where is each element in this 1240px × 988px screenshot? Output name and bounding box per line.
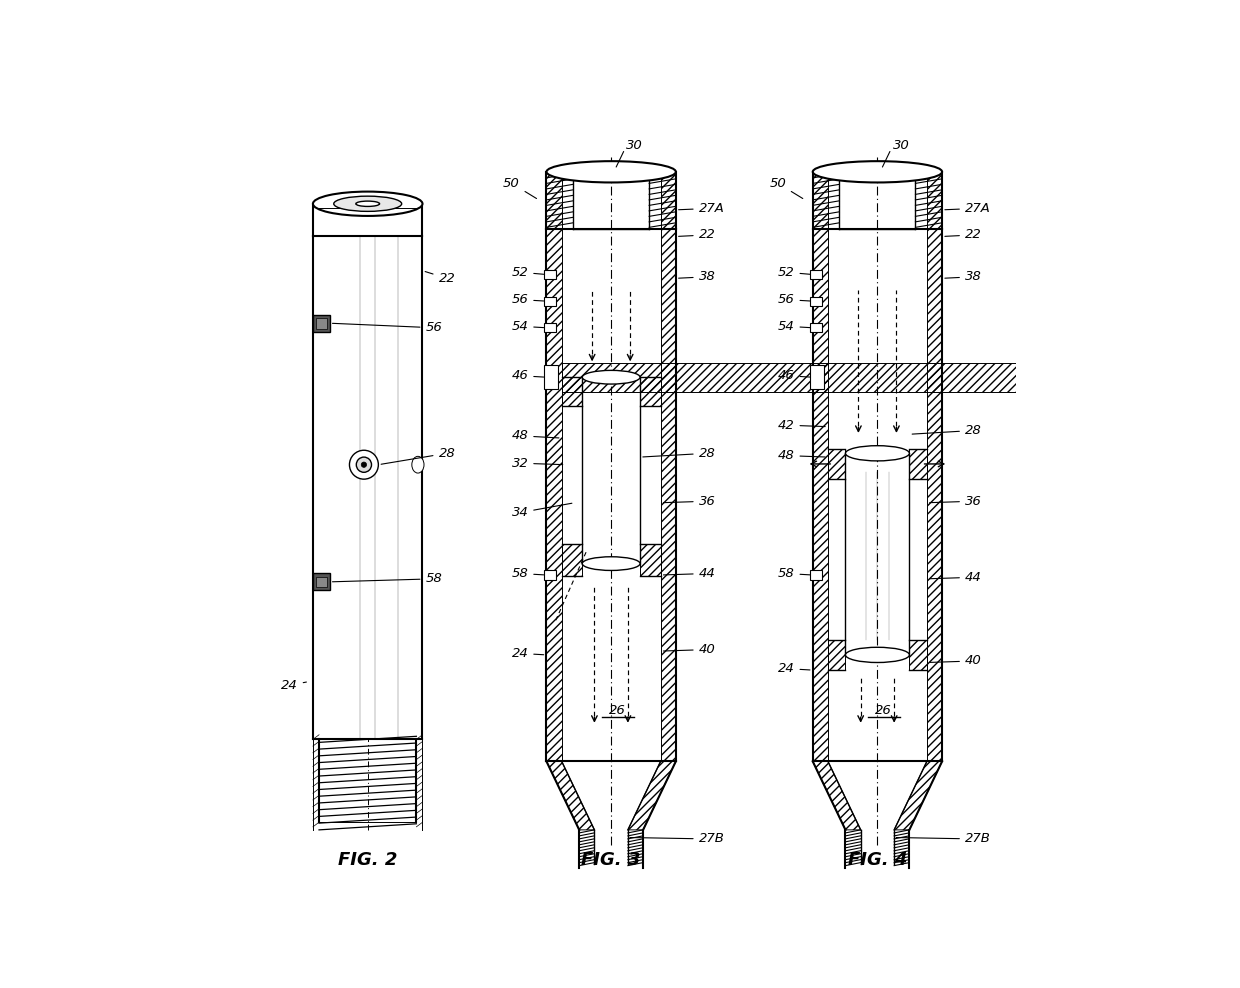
Bar xyxy=(544,296,556,305)
Text: 52: 52 xyxy=(511,266,543,279)
Text: FIG. 2: FIG. 2 xyxy=(339,852,397,869)
Bar xyxy=(661,229,676,762)
Text: 56: 56 xyxy=(332,321,443,334)
Ellipse shape xyxy=(361,462,367,467)
Bar xyxy=(312,573,330,590)
Text: 38: 38 xyxy=(678,271,715,284)
Text: 38: 38 xyxy=(945,271,982,284)
Bar xyxy=(316,577,326,587)
Bar xyxy=(812,172,828,229)
Text: 24: 24 xyxy=(777,662,810,675)
Text: 42: 42 xyxy=(777,419,825,432)
Text: 40: 40 xyxy=(930,654,982,668)
Ellipse shape xyxy=(583,557,640,570)
Bar xyxy=(811,296,822,305)
Bar xyxy=(926,172,942,229)
Text: 58: 58 xyxy=(777,567,810,580)
Text: FIG. 4: FIG. 4 xyxy=(848,852,908,869)
Bar xyxy=(811,323,822,332)
Text: 56: 56 xyxy=(511,293,543,306)
Bar xyxy=(544,323,556,332)
Bar xyxy=(562,544,583,576)
Text: 24: 24 xyxy=(511,647,543,660)
Text: 50: 50 xyxy=(503,177,537,199)
Ellipse shape xyxy=(412,456,424,473)
Text: 56: 56 xyxy=(777,293,810,306)
Bar xyxy=(547,229,562,762)
Bar xyxy=(544,270,556,280)
Ellipse shape xyxy=(334,197,402,211)
Ellipse shape xyxy=(846,446,909,460)
Bar xyxy=(562,363,1017,391)
Bar xyxy=(661,172,676,229)
Text: FIG. 3: FIG. 3 xyxy=(582,852,641,869)
Ellipse shape xyxy=(356,202,379,206)
Text: 26: 26 xyxy=(609,703,626,717)
Text: 34: 34 xyxy=(511,503,572,519)
Ellipse shape xyxy=(547,161,676,183)
Text: 48: 48 xyxy=(511,430,559,443)
Text: 26: 26 xyxy=(875,703,892,717)
Bar xyxy=(640,377,661,406)
Ellipse shape xyxy=(812,161,942,183)
Bar xyxy=(316,318,326,329)
Text: 44: 44 xyxy=(930,571,982,584)
Text: 52: 52 xyxy=(777,266,810,279)
Text: 30: 30 xyxy=(893,138,909,152)
Bar xyxy=(926,229,942,762)
Text: 54: 54 xyxy=(511,320,543,333)
Text: 28: 28 xyxy=(381,447,455,464)
Text: 27A: 27A xyxy=(945,202,991,214)
Text: 46: 46 xyxy=(777,370,810,382)
Bar xyxy=(640,544,661,576)
Text: 36: 36 xyxy=(930,495,982,508)
Text: 30: 30 xyxy=(626,138,644,152)
Text: 48: 48 xyxy=(777,450,825,462)
Ellipse shape xyxy=(356,457,372,472)
Text: 54: 54 xyxy=(777,320,810,333)
Text: 27B: 27B xyxy=(630,833,724,846)
Text: 27A: 27A xyxy=(678,202,724,214)
Text: 58: 58 xyxy=(332,572,443,585)
Bar xyxy=(812,229,828,762)
Text: 22: 22 xyxy=(945,228,982,241)
Bar xyxy=(811,570,822,580)
Ellipse shape xyxy=(846,647,909,663)
Bar xyxy=(811,365,825,389)
Text: 32: 32 xyxy=(511,456,563,469)
Bar xyxy=(811,270,822,280)
Text: 28: 28 xyxy=(913,424,982,437)
Bar xyxy=(909,449,926,479)
Text: 24: 24 xyxy=(281,679,306,692)
Bar xyxy=(544,570,556,580)
Ellipse shape xyxy=(583,370,640,384)
Text: 58: 58 xyxy=(511,567,543,580)
Bar xyxy=(312,315,330,332)
Text: 46: 46 xyxy=(511,370,543,382)
Text: 22: 22 xyxy=(678,228,715,241)
Text: 28: 28 xyxy=(642,447,715,459)
Bar xyxy=(909,639,926,670)
Text: 27B: 27B xyxy=(897,833,991,846)
Text: 40: 40 xyxy=(663,643,715,656)
Bar xyxy=(828,639,846,670)
Text: 22: 22 xyxy=(425,272,455,285)
Ellipse shape xyxy=(350,451,378,479)
Bar xyxy=(547,172,562,229)
Bar xyxy=(544,365,558,389)
Text: 36: 36 xyxy=(663,495,715,508)
Text: 44: 44 xyxy=(663,567,715,580)
Bar xyxy=(562,377,583,406)
Bar xyxy=(828,449,846,479)
Ellipse shape xyxy=(312,192,423,216)
Text: 50: 50 xyxy=(769,177,802,199)
